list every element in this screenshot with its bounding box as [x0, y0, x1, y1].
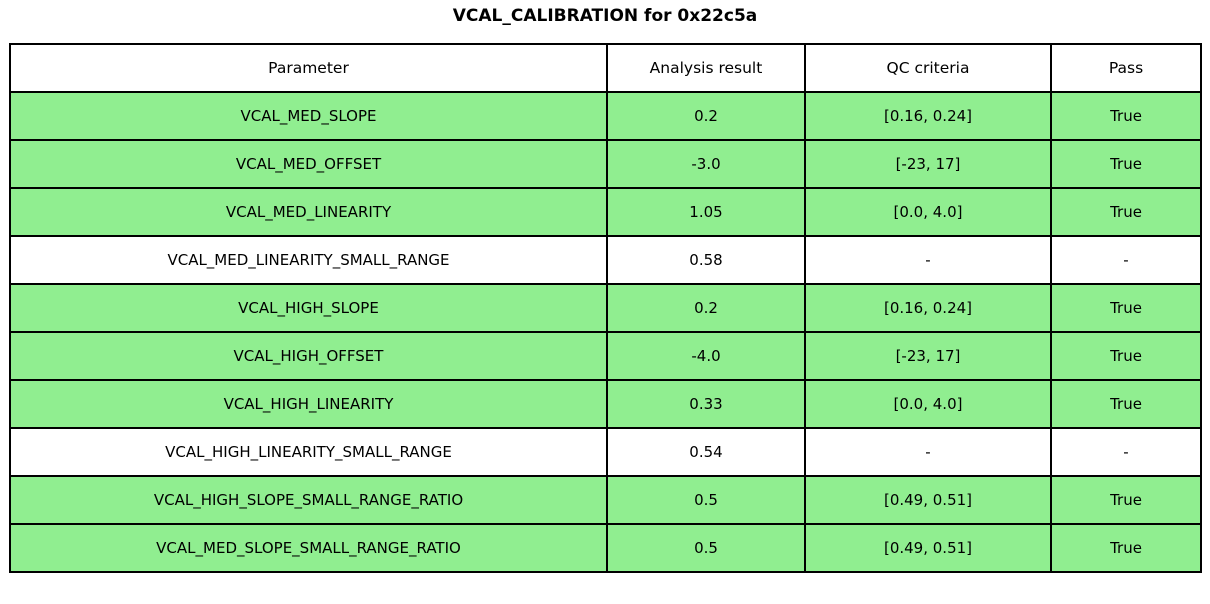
column-header-analysis-result: Analysis result — [606, 43, 806, 93]
cell-parameter: VCAL_HIGH_SLOPE — [9, 283, 608, 333]
table-row: VCAL_MED_LINEARITY_SMALL_RANGE 0.58 - - — [9, 235, 1202, 285]
cell-qc-criteria: [0.49, 0.51] — [804, 523, 1052, 573]
table-body: VCAL_MED_SLOPE 0.2 [0.16, 0.24] True VCA… — [9, 91, 1202, 573]
table-row: VCAL_HIGH_LINEARITY 0.33 [0.0, 4.0] True — [9, 379, 1202, 429]
column-header-qc-criteria: QC criteria — [804, 43, 1052, 93]
cell-qc-criteria: [-23, 17] — [804, 139, 1052, 189]
cell-qc-criteria: - — [804, 235, 1052, 285]
cell-parameter: VCAL_HIGH_LINEARITY_SMALL_RANGE — [9, 427, 608, 477]
cell-qc-criteria: [0.16, 0.24] — [804, 91, 1052, 141]
cell-pass: True — [1050, 523, 1202, 573]
table-row: VCAL_MED_OFFSET -3.0 [-23, 17] True — [9, 139, 1202, 189]
cell-parameter: VCAL_MED_LINEARITY — [9, 187, 608, 237]
cell-analysis-result: 0.33 — [606, 379, 806, 429]
table-row: VCAL_MED_SLOPE 0.2 [0.16, 0.24] True — [9, 91, 1202, 141]
figure-title: VCAL_CALIBRATION for 0x22c5a — [452, 6, 758, 26]
cell-analysis-result: 0.2 — [606, 283, 806, 333]
cell-analysis-result: 0.5 — [606, 523, 806, 573]
table-row: VCAL_MED_SLOPE_SMALL_RANGE_RATIO 0.5 [0.… — [9, 523, 1202, 573]
table-row: VCAL_HIGH_OFFSET -4.0 [-23, 17] True — [9, 331, 1202, 381]
cell-qc-criteria: [0.0, 4.0] — [804, 187, 1052, 237]
cell-analysis-result: 0.5 — [606, 475, 806, 525]
cell-parameter: VCAL_HIGH_OFFSET — [9, 331, 608, 381]
cell-parameter: VCAL_MED_SLOPE — [9, 91, 608, 141]
cell-analysis-result: 1.05 — [606, 187, 806, 237]
cell-analysis-result: -3.0 — [606, 139, 806, 189]
cell-pass: True — [1050, 379, 1202, 429]
cell-pass: - — [1050, 235, 1202, 285]
cell-pass: True — [1050, 331, 1202, 381]
column-header-pass: Pass — [1050, 43, 1202, 93]
cell-qc-criteria: [0.49, 0.51] — [804, 475, 1052, 525]
cell-pass: True — [1050, 139, 1202, 189]
cell-pass: True — [1050, 283, 1202, 333]
cell-analysis-result: 0.58 — [606, 235, 806, 285]
cell-qc-criteria: [0.0, 4.0] — [804, 379, 1052, 429]
cell-parameter: VCAL_MED_SLOPE_SMALL_RANGE_RATIO — [9, 523, 608, 573]
cell-pass: True — [1050, 91, 1202, 141]
table-row: VCAL_MED_LINEARITY 1.05 [0.0, 4.0] True — [9, 187, 1202, 237]
cell-qc-criteria: - — [804, 427, 1052, 477]
cell-qc-criteria: [0.16, 0.24] — [804, 283, 1052, 333]
cell-parameter: VCAL_HIGH_SLOPE_SMALL_RANGE_RATIO — [9, 475, 608, 525]
cell-analysis-result: -4.0 — [606, 331, 806, 381]
cell-pass: True — [1050, 475, 1202, 525]
column-header-parameter: Parameter — [9, 43, 608, 93]
table-row: VCAL_HIGH_LINEARITY_SMALL_RANGE 0.54 - - — [9, 427, 1202, 477]
table-row: VCAL_HIGH_SLOPE_SMALL_RANGE_RATIO 0.5 [0… — [9, 475, 1202, 525]
cell-parameter: VCAL_HIGH_LINEARITY — [9, 379, 608, 429]
cell-qc-criteria: [-23, 17] — [804, 331, 1052, 381]
cell-pass: True — [1050, 187, 1202, 237]
cell-analysis-result: 0.54 — [606, 427, 806, 477]
qc-table: Parameter Analysis result QC criteria Pa… — [9, 43, 1202, 573]
cell-analysis-result: 0.2 — [606, 91, 806, 141]
cell-parameter: VCAL_MED_LINEARITY_SMALL_RANGE — [9, 235, 608, 285]
table-header: Parameter Analysis result QC criteria Pa… — [9, 43, 1202, 93]
cell-parameter: VCAL_MED_OFFSET — [9, 139, 608, 189]
table-row: VCAL_HIGH_SLOPE 0.2 [0.16, 0.24] True — [9, 283, 1202, 333]
cell-pass: - — [1050, 427, 1202, 477]
table-header-row: Parameter Analysis result QC criteria Pa… — [9, 43, 1202, 93]
